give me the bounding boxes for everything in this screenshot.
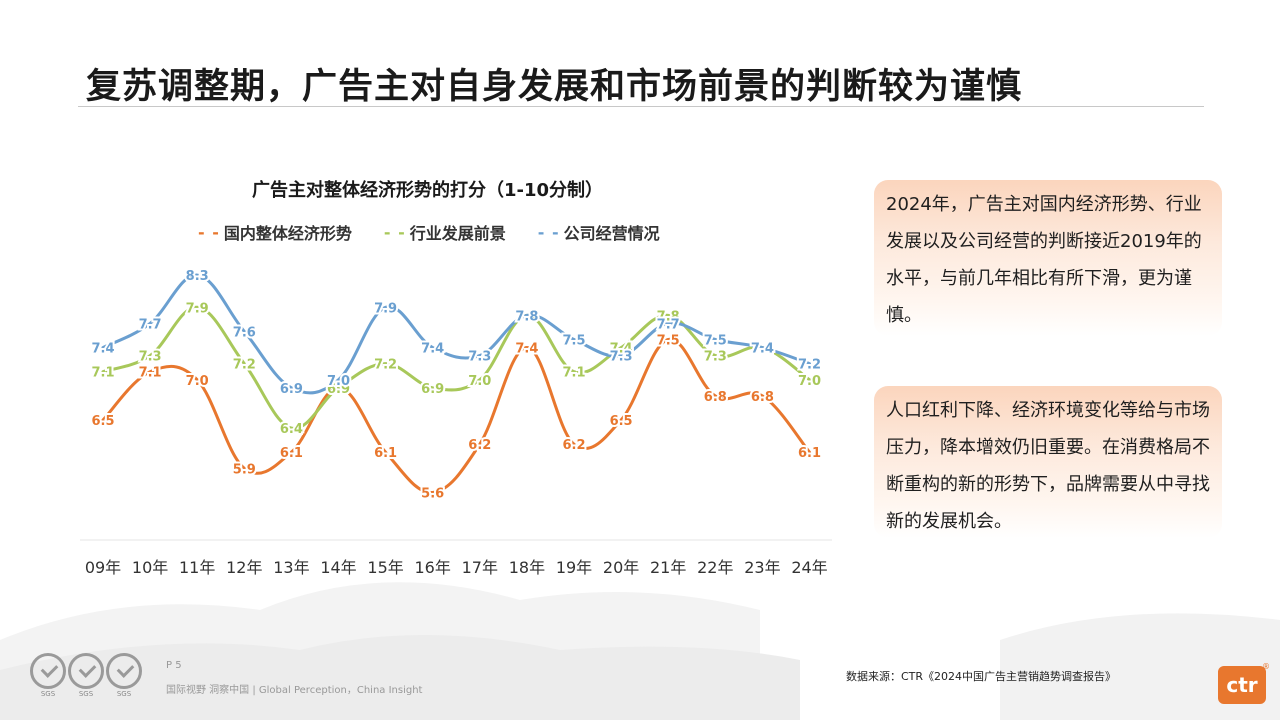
x-tick-label: 20年 <box>603 558 639 577</box>
data-label-economy: 6.2 <box>468 438 491 453</box>
data-label-economy: 6.1 <box>280 446 303 461</box>
insight-text-1: 2024年，广告主对国内经济形势、行业发展以及公司经营的判断接近2019年的水平… <box>886 194 1202 326</box>
page-title: 复苏调整期，广告主对自身发展和市场前景的判断较为谨慎 <box>86 67 1023 107</box>
data-label-company: 7.3 <box>468 350 491 365</box>
legend-label-economy: 国内整体经济形势 <box>223 224 352 243</box>
data-label-industry: 7.0 <box>468 374 491 389</box>
x-tick-label: 09年 <box>85 558 121 577</box>
insight-box-1: 2024年，广告主对国内经济形势、行业发展以及公司经营的判断接近2019年的水平… <box>874 180 1222 336</box>
data-label-industry: 6.4 <box>280 422 303 437</box>
data-label-company: 7.7 <box>657 317 680 332</box>
page-number: P 5 <box>166 660 182 671</box>
data-label-economy: 7.0 <box>186 374 209 389</box>
legend-item-company: - - 公司经营情况 <box>538 220 660 244</box>
x-tick-label: 18年 <box>509 558 545 577</box>
sgs-badge-icon: SGS <box>68 653 104 698</box>
data-label-company: 7.0 <box>327 374 350 389</box>
certification-badges: SGS SGS SGS <box>30 653 142 698</box>
data-label-economy: 7.1 <box>139 366 162 381</box>
data-label-company: 6.9 <box>280 382 303 397</box>
data-label-industry: 7.9 <box>186 301 209 316</box>
data-label-industry: 7.4 <box>610 342 633 357</box>
data-label-company: 7.6 <box>233 325 256 340</box>
data-label-economy: 6.2 <box>562 438 585 453</box>
x-tick-label: 12年 <box>226 558 262 577</box>
data-label-industry: 7.4 <box>751 342 774 357</box>
data-label-economy: 6.5 <box>91 414 114 429</box>
data-label-economy: 6.1 <box>374 446 397 461</box>
data-label-industry: 6.9 <box>421 382 444 397</box>
line-chart: 6.5 7.1 7.0 5.9 6.1 6.9 6.1 5.6 6.2 7.4 6.2 6.5 7.5 6… <box>80 267 832 577</box>
badge-label: SGS <box>116 690 132 698</box>
insight-text-2: 人口红利下降、经济环境变化等给与市场压力，降本增效仍旧重要。在消费格局不断重构的… <box>886 400 1210 532</box>
x-tick-label: 13年 <box>273 558 309 577</box>
data-label-industry: 7.1 <box>562 366 585 381</box>
legend-label-industry: 行业发展前景 <box>409 224 506 243</box>
x-tick-label: 21年 <box>650 558 686 577</box>
data-label-company: 7.5 <box>704 334 727 349</box>
series-line-industry <box>101 305 811 430</box>
x-tick-label: 17年 <box>462 558 498 577</box>
data-label-company: 7.4 <box>751 342 774 357</box>
legend-swatch-company: - - <box>537 222 560 242</box>
data-label-economy: 6.9 <box>327 382 350 397</box>
data-label-economy: 6.1 <box>798 446 821 461</box>
data-label-industry: 7.1 <box>91 366 114 381</box>
data-label-company: 7.9 <box>374 301 397 316</box>
data-label-industry: 7.2 <box>374 358 397 373</box>
data-label-economy: 6.5 <box>610 414 633 429</box>
data-label-economy: 7.4 <box>515 342 538 357</box>
data-label-company: 7.2 <box>798 358 821 373</box>
chart-title: 广告主对整体经济形势的打分（1-10分制） <box>252 180 604 201</box>
data-label-economy: 5.6 <box>421 486 444 501</box>
legend-label-company: 公司经营情况 <box>563 224 660 243</box>
legend-item-industry: - - 行业发展前景 <box>384 220 506 244</box>
data-label-company: 7.7 <box>139 317 162 332</box>
legend-swatch-economy: - - <box>198 222 220 242</box>
chart-legend: - - 国内整体经济形势 - - 行业发展前景 - - 公司经营情况 <box>198 220 660 244</box>
x-tick-label: 14年 <box>320 558 356 577</box>
sgs-badge-icon: SGS <box>106 653 142 698</box>
data-label-industry: 7.2 <box>233 358 256 373</box>
sgs-badge-icon: SGS <box>30 653 66 698</box>
data-label-company: 7.4 <box>91 342 114 357</box>
data-label-economy: 5.9 <box>233 462 256 477</box>
x-tick-label: 19年 <box>556 558 592 577</box>
x-tick-label: 11年 <box>179 558 215 577</box>
badge-label: SGS <box>40 690 56 698</box>
data-label-economy: 6.8 <box>751 390 774 405</box>
x-tick-label: 10年 <box>132 558 168 577</box>
badge-label: SGS <box>78 690 94 698</box>
data-label-company: 7.5 <box>562 334 585 349</box>
x-tick-label: 22年 <box>697 558 733 577</box>
series-line-company <box>101 273 811 395</box>
x-tick-label: 15年 <box>367 558 403 577</box>
data-label-economy: 7.5 <box>657 334 680 349</box>
legend-item-economy: - - 国内整体经济形势 <box>198 220 352 244</box>
data-label-industry: 7.8 <box>657 309 680 324</box>
x-tick-label: 23年 <box>744 558 780 577</box>
footer-slogan: 国际视野 洞察中国 | Global Perception，China Insi… <box>166 685 423 696</box>
ctr-logo: ctr <box>1218 666 1266 704</box>
data-label-company: 8.3 <box>186 269 209 284</box>
data-label-industry: 7.0 <box>798 374 821 389</box>
x-tick-label: 16年 <box>415 558 451 577</box>
data-label-company: 7.4 <box>421 342 444 357</box>
legend-swatch-industry: - - <box>383 222 406 242</box>
x-tick-label: 24年 <box>791 558 827 577</box>
data-label-industry: 7.3 <box>704 350 727 365</box>
title-divider <box>78 106 1204 107</box>
insight-box-2: 人口红利下降、经济环境变化等给与市场压力，降本增效仍旧重要。在消费格局不断重构的… <box>874 386 1222 538</box>
registered-mark: ® <box>1262 662 1270 671</box>
data-source: 数据来源：CTR《2024中国广告主营销趋势调查报告》 <box>846 670 1117 683</box>
data-label-economy: 6.8 <box>704 390 727 405</box>
series-line-economy <box>101 337 811 494</box>
data-label-industry: 6.9 <box>327 382 350 397</box>
data-label-company: 7.3 <box>610 350 633 365</box>
data-label-industry: 7.3 <box>139 350 162 365</box>
data-label-industry: 7.8 <box>515 309 538 324</box>
data-label-company: 7.8 <box>515 309 538 324</box>
